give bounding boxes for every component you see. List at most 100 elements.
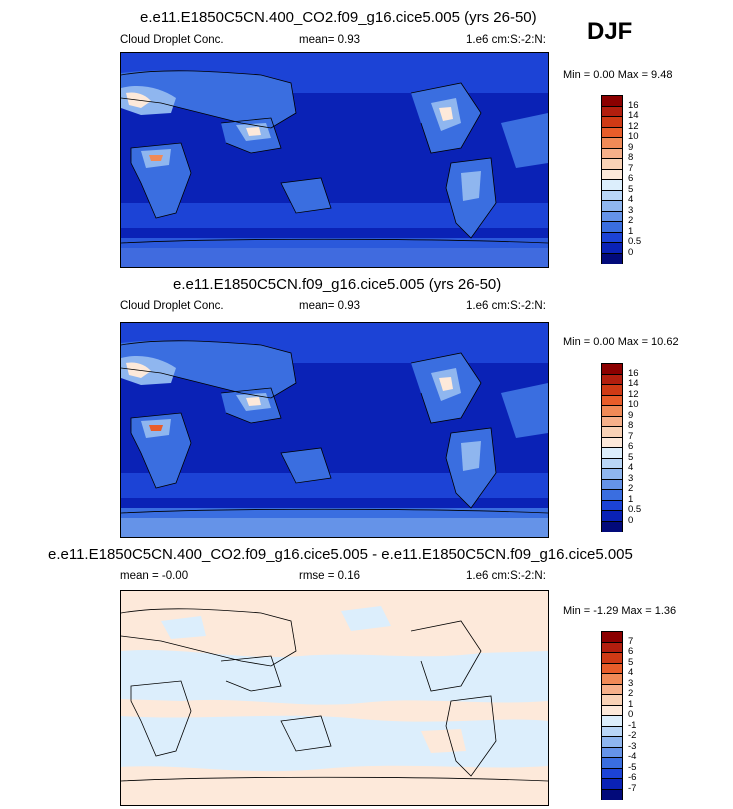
panel-1-mean: mean= 0.93 xyxy=(299,34,361,46)
colorbar-swatch xyxy=(602,437,622,448)
colorbar-tick-label: -7 xyxy=(628,782,637,794)
colorbar-swatch xyxy=(602,96,622,107)
panel-1-map xyxy=(120,52,549,268)
colorbar-tick-label: 0.5 xyxy=(628,504,642,515)
panel-2-minmax: Min = 0.00 Max = 10.62 xyxy=(563,336,679,348)
panel-1-title: e.e11.E1850C5CN.400_CO2.f09_g16.cice5.00… xyxy=(140,9,537,26)
colorbar-swatch xyxy=(602,789,622,800)
colorbar-swatch xyxy=(602,159,622,170)
colorbar-swatch xyxy=(602,521,622,532)
colorbar-swatch xyxy=(602,201,622,212)
panel-1-map-graphic xyxy=(121,53,548,267)
colorbar-swatch xyxy=(602,458,622,469)
colorbar-swatch xyxy=(602,427,622,438)
colorbar-tick-label: 7 xyxy=(628,162,634,174)
colorbar-swatch xyxy=(602,448,622,459)
panel-3-rmse: rmse = 0.16 xyxy=(299,570,361,582)
colorbar-tick-label: 2 xyxy=(628,215,634,226)
colorbar-tick-label: 5 xyxy=(628,451,634,463)
colorbar-tick-label: 6 xyxy=(628,646,634,657)
colorbar-swatch xyxy=(602,253,622,264)
colorbar-tick-label: 4 xyxy=(628,194,634,205)
colorbar-tick-label: 8 xyxy=(628,420,634,431)
panel-3-units: 1.e6 cm:S:-2:N: xyxy=(466,570,546,582)
colorbar-swatch xyxy=(602,374,622,385)
colorbar-tick-label: -1 xyxy=(628,719,637,731)
colorbar-tick-label: 7 xyxy=(628,635,634,647)
panel-3-colorbar xyxy=(601,631,623,800)
colorbar-swatch xyxy=(602,395,622,406)
colorbar-swatch xyxy=(602,364,622,375)
colorbar-tick-label: 14 xyxy=(628,378,639,389)
colorbar-swatch xyxy=(602,138,622,149)
colorbar-tick-label: 12 xyxy=(628,120,639,132)
panel-2-colorbar xyxy=(601,363,623,532)
panel-1-variable: Cloud Droplet Conc. xyxy=(120,34,224,46)
colorbar-swatch xyxy=(602,653,622,664)
panel-3-minmax: Min = -1.29 Max = 1.36 xyxy=(563,605,677,617)
colorbar-swatch xyxy=(602,684,622,695)
colorbar-swatch xyxy=(602,768,622,779)
colorbar-tick-label: 5 xyxy=(628,656,634,668)
colorbar-tick-label: 16 xyxy=(628,99,639,111)
panel-1-units: 1.e6 cm:S:-2:N: xyxy=(466,34,546,46)
colorbar-swatch xyxy=(602,642,622,653)
colorbar-swatch xyxy=(602,385,622,396)
colorbar-tick-label: 10 xyxy=(628,399,639,410)
colorbar-swatch xyxy=(602,211,622,222)
colorbar-swatch xyxy=(602,232,622,243)
colorbar-swatch xyxy=(602,169,622,180)
colorbar-tick-label: 6 xyxy=(628,441,634,452)
colorbar-tick-label: 3 xyxy=(628,204,634,216)
panel-3-mean: mean = -0.00 xyxy=(120,570,189,582)
colorbar-swatch xyxy=(602,500,622,511)
colorbar-swatch xyxy=(602,106,622,117)
panel-1-minmax: Min = 0.00 Max = 9.48 xyxy=(563,69,673,81)
colorbar-swatch xyxy=(602,674,622,685)
panel-2-map-graphic xyxy=(121,323,548,537)
colorbar-tick-label: 0 xyxy=(628,246,634,258)
colorbar-tick-label: 6 xyxy=(628,173,634,184)
colorbar-swatch xyxy=(602,726,622,737)
colorbar-swatch xyxy=(602,117,622,128)
colorbar-swatch xyxy=(602,632,622,643)
panel-3-map-graphic xyxy=(121,591,548,805)
colorbar-swatch xyxy=(602,779,622,790)
colorbar-tick-label: 9 xyxy=(628,141,634,153)
panel-2-title: e.e11.E1850C5CN.f09_g16.cice5.005 (yrs 2… xyxy=(173,276,502,293)
colorbar-swatch xyxy=(602,663,622,674)
season-label: DJF xyxy=(587,18,633,45)
colorbar-tick-label: 4 xyxy=(628,462,634,473)
colorbar-swatch xyxy=(602,490,622,501)
colorbar-swatch xyxy=(602,469,622,480)
panel-3-title: e.e11.E1850C5CN.400_CO2.f09_g16.cice5.00… xyxy=(48,546,633,563)
colorbar-swatch xyxy=(602,479,622,490)
colorbar-swatch xyxy=(602,695,622,706)
colorbar-tick-label: -5 xyxy=(628,761,637,773)
colorbar-tick-label: 7 xyxy=(628,430,634,442)
colorbar-swatch xyxy=(602,180,622,191)
colorbar-swatch xyxy=(602,747,622,758)
colorbar-swatch xyxy=(602,190,622,201)
colorbar-tick-label: 12 xyxy=(628,388,639,400)
colorbar-swatch xyxy=(602,737,622,748)
colorbar-tick-label: 2 xyxy=(628,688,634,699)
colorbar-swatch xyxy=(602,758,622,769)
colorbar-tick-label: 1 xyxy=(628,493,634,505)
colorbar-tick-label: 3 xyxy=(628,472,634,484)
panel-1-colorbar xyxy=(601,95,623,264)
colorbar-tick-label: -2 xyxy=(628,730,637,741)
colorbar-tick-label: -6 xyxy=(628,772,637,783)
colorbar-swatch xyxy=(602,406,622,417)
panel-2-variable: Cloud Droplet Conc. xyxy=(120,300,224,312)
colorbar-tick-label: 16 xyxy=(628,367,639,379)
panel-2-mean: mean= 0.93 xyxy=(299,300,361,312)
colorbar-tick-label: 4 xyxy=(628,667,634,678)
colorbar-tick-label: 1 xyxy=(628,698,634,710)
panel-3-map xyxy=(120,590,549,806)
colorbar-tick-label: 0.5 xyxy=(628,236,642,247)
colorbar-swatch xyxy=(602,416,622,427)
colorbar-swatch xyxy=(602,222,622,233)
colorbar-swatch xyxy=(602,511,622,522)
colorbar-tick-label: 10 xyxy=(628,131,639,142)
